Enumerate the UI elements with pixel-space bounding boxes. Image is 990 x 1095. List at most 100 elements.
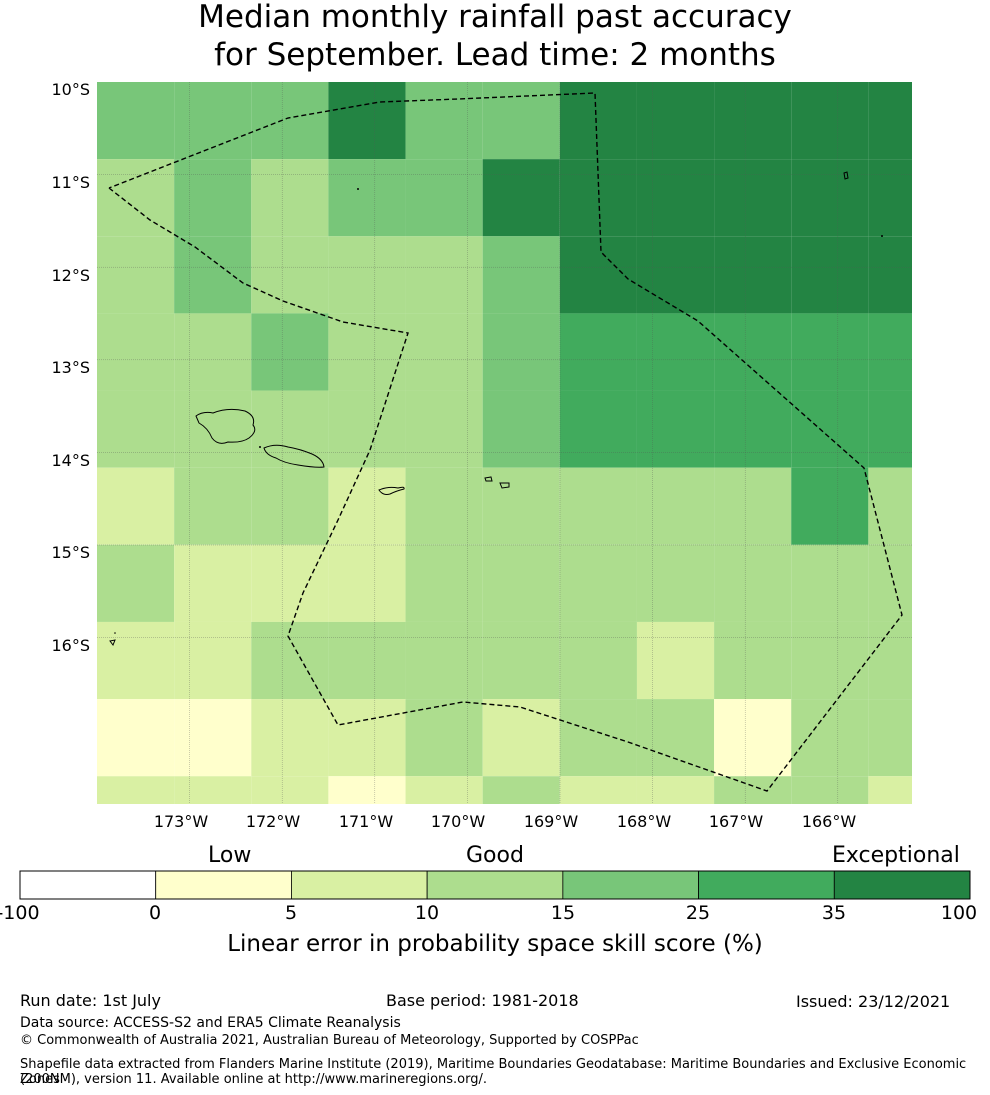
colorbar-label: Linear error in probability space skill … xyxy=(227,931,763,957)
skill-cell xyxy=(559,159,637,237)
lat-tick-11s: 11°S xyxy=(51,173,90,192)
skill-cell xyxy=(97,776,175,804)
skill-cell xyxy=(328,82,406,160)
skill-cell xyxy=(251,82,329,160)
shapefile-credit-line-1: Shapefile data extracted from Flanders M… xyxy=(20,1057,967,1087)
skill-cell xyxy=(791,776,869,804)
category-exceptional: Exceptional xyxy=(832,843,960,868)
skill-cell xyxy=(328,621,406,700)
skill-cell xyxy=(328,236,406,314)
skill-cell xyxy=(97,236,175,314)
skill-cell xyxy=(405,699,483,777)
skill-cell xyxy=(636,390,715,468)
category-low: Low xyxy=(208,843,252,868)
skill-cell xyxy=(868,621,912,700)
skill-cell xyxy=(174,82,252,160)
skill-cell xyxy=(559,82,637,160)
skill-cell xyxy=(559,313,637,391)
skill-cell xyxy=(251,390,329,468)
skill-cell xyxy=(791,236,869,314)
skill-cell xyxy=(791,621,869,700)
lon-tick-171w: 171°W xyxy=(338,812,394,831)
skill-cell xyxy=(328,313,406,391)
colorbar-bin xyxy=(19,870,157,900)
lon-tick-167w: 167°W xyxy=(708,812,764,831)
colorbar-tick: 35 xyxy=(821,902,847,924)
skill-cell xyxy=(405,776,483,804)
skill-cell xyxy=(714,621,792,700)
map-title-line-1: Median monthly rainfall past accuracy xyxy=(198,0,792,35)
skill-cell xyxy=(482,313,560,391)
skill-cell xyxy=(868,776,912,804)
lat-tick-10s: 10°S xyxy=(51,80,90,99)
skill-cell xyxy=(868,313,912,391)
skill-cell xyxy=(482,390,560,468)
skill-cell xyxy=(714,313,792,391)
colorbar-tick: -100 xyxy=(0,902,40,924)
lon-tick-170w: 170°W xyxy=(430,812,486,831)
skill-cell xyxy=(791,390,869,468)
island-tokelau-atoll xyxy=(843,171,849,180)
skill-cell xyxy=(482,236,560,314)
skill-cell xyxy=(714,699,792,777)
skill-cell xyxy=(97,699,175,777)
skill-cell xyxy=(328,390,406,468)
skill-cell xyxy=(174,621,252,700)
skill-cell xyxy=(636,313,715,391)
base-period: Base period: 1981-2018 xyxy=(386,991,579,1010)
skill-cell xyxy=(636,544,715,622)
skill-cell xyxy=(636,776,715,804)
skill-cell xyxy=(791,82,869,160)
copyright: © Commonwealth of Australia 2021, Austra… xyxy=(20,1033,639,1048)
colorbar-bin xyxy=(291,870,428,900)
island-savaii xyxy=(195,408,256,444)
issued-date: Issued: 23/12/2021 xyxy=(796,992,951,1011)
skill-cell xyxy=(405,467,483,545)
colorbar-bin xyxy=(698,870,835,900)
skill-cell xyxy=(97,544,175,622)
island-manono xyxy=(259,446,261,448)
island-tau xyxy=(499,482,510,489)
run-date: Run date: 1st July xyxy=(20,991,161,1010)
skill-cell xyxy=(251,776,329,804)
skill-cell xyxy=(791,544,869,622)
lat-tick-12s: 12°S xyxy=(51,266,90,285)
lat-tick-13s: 13°S xyxy=(51,358,90,377)
skill-cell xyxy=(251,544,329,622)
skill-cell xyxy=(174,313,252,391)
colorbar-bin xyxy=(833,870,971,900)
skill-cell xyxy=(636,621,715,700)
island-wallis xyxy=(109,639,116,647)
lat-tick-14s: 14°S xyxy=(51,451,90,470)
skill-cell xyxy=(482,159,560,237)
skill-cell xyxy=(868,544,912,622)
skill-cell xyxy=(328,776,406,804)
lat-tick-16s: 16°S xyxy=(51,636,90,655)
skill-cell xyxy=(174,776,252,804)
skill-cell xyxy=(97,159,175,237)
skill-cell xyxy=(251,699,329,777)
colorbar-frame xyxy=(19,870,971,900)
skill-cell xyxy=(97,390,175,468)
island-upolu xyxy=(263,444,325,468)
island-ofu xyxy=(484,476,493,482)
skill-cell xyxy=(868,82,912,160)
skill-cell xyxy=(328,699,406,777)
skill-cell xyxy=(251,159,329,237)
skill-cell xyxy=(174,699,252,777)
skill-cell xyxy=(636,159,715,237)
skill-cell xyxy=(791,159,869,237)
lon-tick-168w: 168°W xyxy=(616,812,672,831)
skill-cell xyxy=(405,236,483,314)
skill-cell xyxy=(636,236,715,314)
colorbar-tick: 15 xyxy=(550,902,576,924)
island-tutuila xyxy=(378,486,405,495)
skill-cell xyxy=(328,159,406,237)
skill-cell xyxy=(405,82,483,160)
skill-cell xyxy=(714,776,792,804)
skill-cell xyxy=(714,82,792,160)
skill-cell xyxy=(174,390,252,468)
lon-tick-173w: 173°W xyxy=(153,812,209,831)
island-swains xyxy=(357,188,359,190)
